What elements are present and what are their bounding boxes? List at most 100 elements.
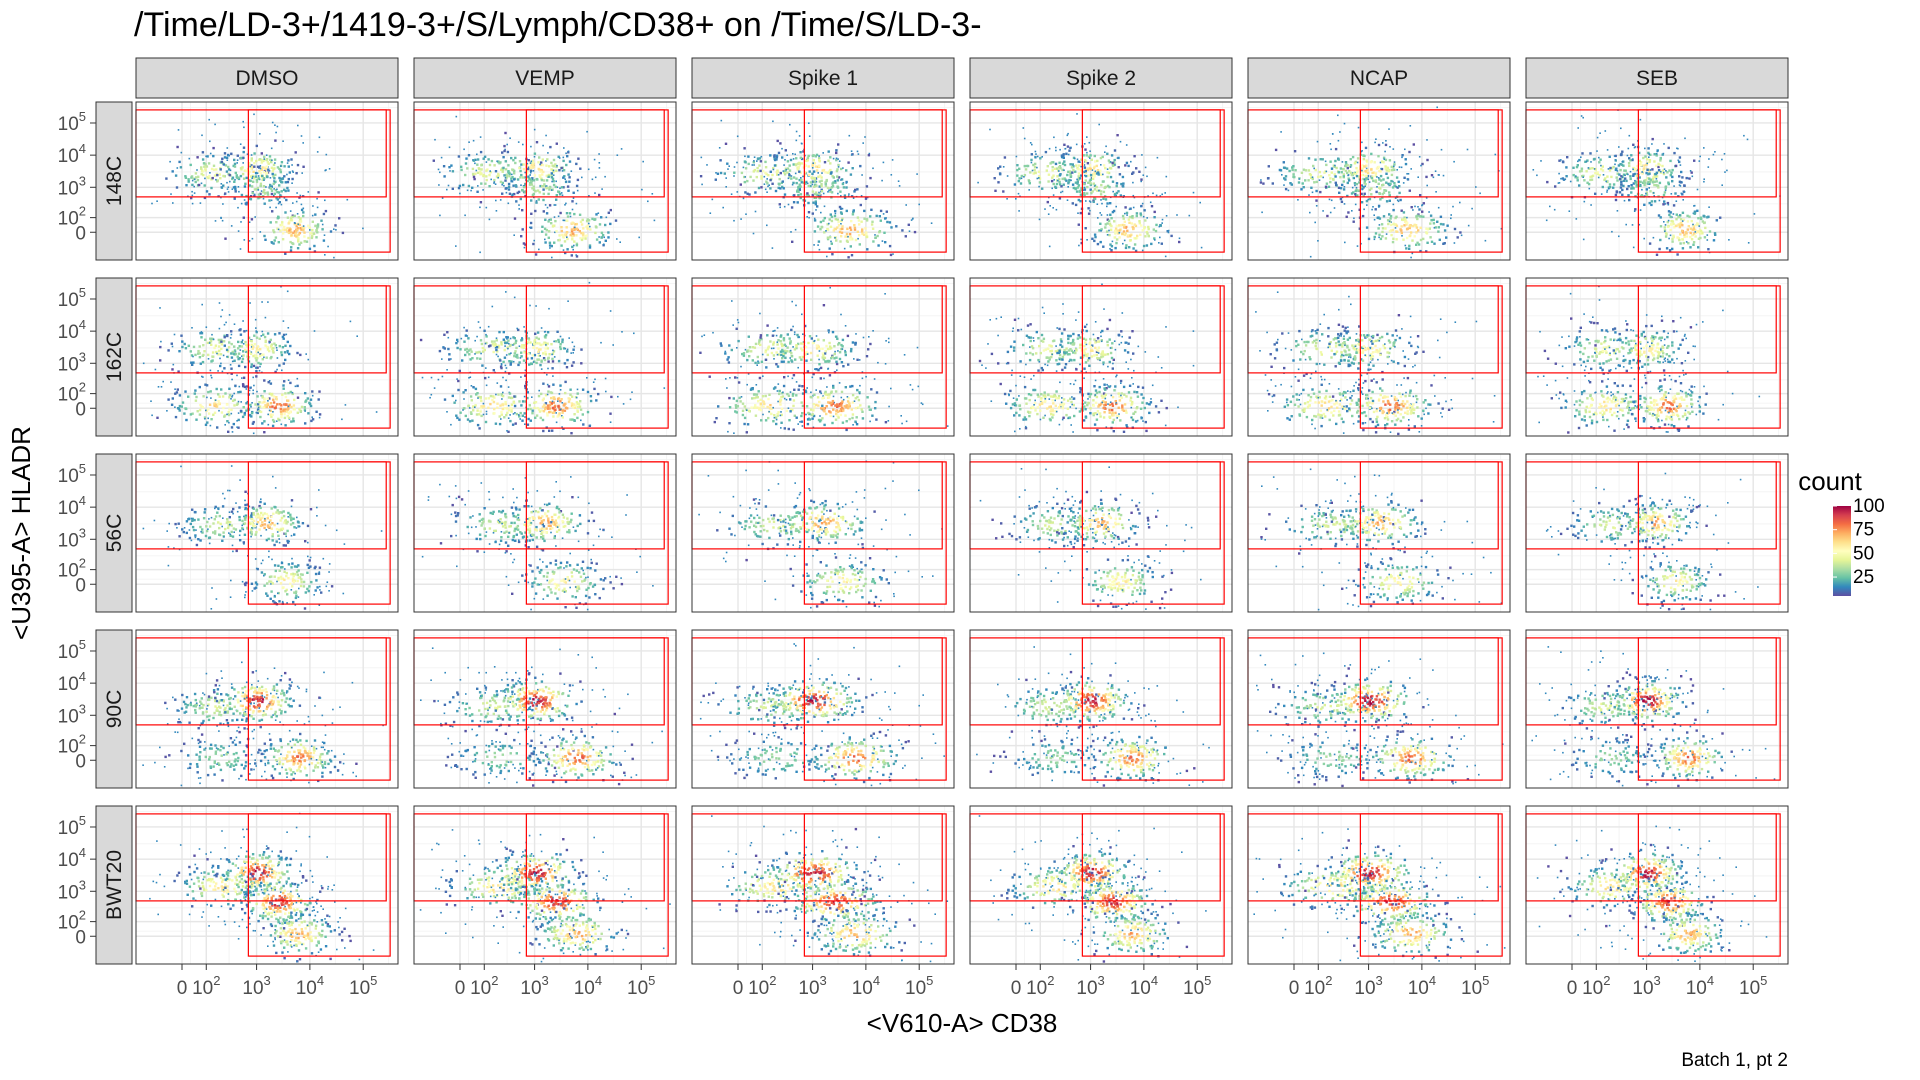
density-cell [189, 413, 193, 416]
density-cell [830, 191, 834, 194]
density-cell [202, 344, 205, 347]
density-cell [293, 214, 296, 218]
density-cell [546, 158, 549, 161]
density-cell [485, 175, 488, 178]
density-cell [305, 240, 309, 243]
density-cell [559, 187, 561, 189]
density-cell [1315, 205, 1318, 207]
density-cell [849, 245, 852, 248]
density-cell [1667, 182, 1670, 186]
density-cell [529, 166, 532, 170]
density-cell [572, 248, 574, 251]
density-cell [447, 336, 450, 339]
density-cell [191, 412, 194, 415]
density-cell [205, 190, 209, 193]
density-cell [287, 379, 290, 381]
density-cell [575, 184, 579, 188]
density-cell [1346, 181, 1349, 185]
density-cell [1373, 218, 1376, 221]
density-cell [1668, 249, 1672, 252]
density-cell [468, 420, 472, 423]
density-cell [1366, 171, 1370, 175]
density-cell [199, 362, 202, 365]
density-cell [1200, 246, 1203, 249]
density-cell [303, 231, 306, 234]
density-cell [1332, 177, 1335, 181]
density-cell [1676, 236, 1679, 239]
density-cell [839, 207, 843, 210]
density-cell [196, 156, 199, 159]
density-cell [526, 162, 529, 165]
density-cell [1075, 164, 1078, 167]
density-cell [242, 406, 245, 409]
density-cell [711, 198, 714, 201]
density-cell [853, 224, 856, 227]
density-cell [847, 195, 850, 197]
density-cell [259, 192, 262, 196]
density-cell [505, 341, 509, 344]
density-cell [1627, 162, 1631, 165]
y-tick-label: 103 [58, 877, 86, 903]
density-cell [1342, 188, 1346, 191]
density-cell [272, 242, 275, 245]
density-cell [1620, 152, 1623, 156]
density-cell [443, 333, 446, 336]
density-cell [546, 347, 549, 350]
density-cell [268, 392, 271, 395]
density-cell [317, 191, 320, 194]
density-cell [563, 362, 567, 365]
density-cell [190, 354, 194, 357]
density-cell [1291, 166, 1294, 169]
density-cell [1138, 220, 1141, 223]
density-cell [520, 351, 523, 354]
density-cell [570, 352, 572, 354]
density-cell [239, 156, 243, 160]
density-cell [1408, 244, 1411, 248]
density-cell [859, 164, 862, 168]
density-cell [544, 238, 546, 241]
density-cell [1352, 220, 1355, 223]
density-cell [567, 300, 569, 302]
density-cell [263, 158, 266, 160]
density-cell [728, 165, 730, 167]
density-cell [220, 217, 222, 219]
density-cell [1302, 168, 1306, 171]
density-cell [836, 179, 840, 182]
density-cell [249, 175, 253, 178]
density-cell [1071, 183, 1075, 186]
density-cell [1329, 180, 1332, 184]
density-cell [1028, 180, 1031, 183]
density-cell [537, 350, 540, 353]
density-cell [438, 349, 442, 353]
density-cell [1629, 175, 1632, 178]
density-cell [554, 163, 557, 166]
density-cell [1092, 182, 1095, 185]
density-cell [476, 171, 480, 174]
density-cell [1368, 197, 1372, 201]
gate-cd38-positive [1637, 109, 1781, 253]
density-cell [1354, 203, 1357, 206]
density-cell [1658, 247, 1661, 251]
density-cell [316, 197, 318, 200]
density-cell [1664, 235, 1668, 238]
density-cell [883, 231, 886, 234]
density-cell [230, 330, 233, 333]
density-cell [471, 167, 475, 171]
density-cell [843, 196, 847, 199]
density-cell [1558, 172, 1560, 175]
density-cell [845, 232, 849, 236]
density-cell [1288, 169, 1291, 173]
density-cell [273, 342, 276, 345]
density-cell [1390, 233, 1393, 237]
density-cell [843, 194, 847, 197]
density-cell [800, 177, 802, 179]
density-cell [532, 165, 536, 168]
density-cell [520, 376, 522, 378]
density-cell [1135, 167, 1138, 170]
density-cell [842, 167, 844, 169]
density-cell [488, 163, 492, 167]
density-cell [1640, 164, 1643, 167]
density-cell [612, 344, 614, 346]
density-cell [807, 201, 810, 205]
density-cell [1668, 213, 1671, 217]
